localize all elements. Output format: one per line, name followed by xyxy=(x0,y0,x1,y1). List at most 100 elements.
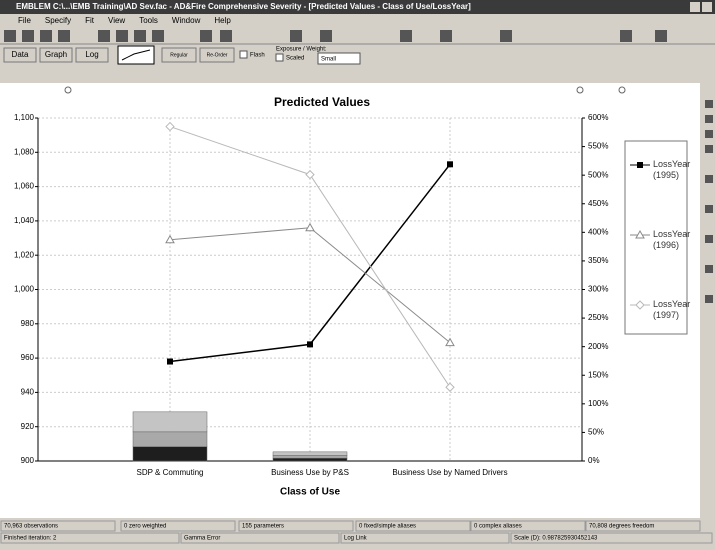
menu-item[interactable]: Window xyxy=(172,16,201,25)
toolbar-icons xyxy=(4,30,667,42)
marker xyxy=(445,382,455,392)
dropdown[interactable] xyxy=(317,52,361,65)
y2-tick-label: 150% xyxy=(588,370,608,379)
menu-bar xyxy=(0,14,715,28)
x-tick-label: Business Use by Named Drivers xyxy=(392,468,507,477)
y2-tick-label: 400% xyxy=(588,227,608,236)
status-cell xyxy=(120,520,236,532)
y-tick-label: 920 xyxy=(21,422,35,431)
handle[interactable] xyxy=(576,86,584,94)
status-text: 0 fixed/simple aliases xyxy=(359,524,416,530)
minimize-button[interactable] xyxy=(690,2,700,12)
menu-item[interactable]: Fit xyxy=(85,16,95,25)
y-tick-label: 1,100 xyxy=(14,113,35,122)
checkbox-label: Scaled xyxy=(286,56,304,62)
handle[interactable] xyxy=(64,86,72,94)
y-tick-label: 980 xyxy=(21,319,35,328)
y2-tick-label: 300% xyxy=(588,285,608,294)
status-cell xyxy=(585,520,701,532)
marker xyxy=(307,341,313,348)
y-tick-label: 1,000 xyxy=(14,285,35,294)
marker xyxy=(167,358,173,365)
x-axis-label: Class of Use xyxy=(280,487,340,498)
handle[interactable] xyxy=(618,86,626,94)
y-tick-label: 1,080 xyxy=(14,147,35,156)
status-text: Gamma Error xyxy=(184,536,220,542)
marker xyxy=(165,234,175,244)
legend-entry: LossYear (1996) xyxy=(653,229,691,250)
menu-item[interactable]: View xyxy=(108,16,125,25)
status-cell xyxy=(355,520,471,532)
window-title: EMBLEM C:\...\EMB Training\AD Sev.fac - … xyxy=(16,2,471,11)
y-tick-label: 1,060 xyxy=(14,182,35,191)
status-bar xyxy=(0,519,715,545)
title-bar xyxy=(0,0,715,14)
exposure-bar xyxy=(132,411,208,433)
status-cell xyxy=(0,532,180,544)
legend-label: LossYear (1997) xyxy=(653,299,691,320)
button-label: Data xyxy=(12,50,29,59)
button-label: Log xyxy=(85,50,98,59)
legend-label: LossYear (1995) xyxy=(653,159,691,180)
marker xyxy=(305,222,315,232)
menu-item[interactable]: File xyxy=(18,16,31,25)
dropdown-value: Small xyxy=(321,57,336,63)
marker xyxy=(637,162,643,168)
status-text: 155 parameters xyxy=(242,524,284,530)
marker xyxy=(447,161,453,168)
button-label: Graph xyxy=(45,50,67,59)
y2-tick-label: 500% xyxy=(588,170,608,179)
marker xyxy=(445,337,455,347)
checkbox[interactable] xyxy=(275,53,284,62)
y2-tick-label: 100% xyxy=(588,399,608,408)
status-text: 70,963 observations xyxy=(4,524,58,530)
status-text: Log Link xyxy=(344,536,368,542)
y2-tick-label: 0% xyxy=(588,456,600,465)
y2-tick-label: 450% xyxy=(588,199,608,208)
graph-style-button[interactable] xyxy=(117,45,155,65)
button-label: Re-Order xyxy=(207,52,228,58)
exposure-bar xyxy=(132,446,208,462)
legend-label: LossYear (1996) xyxy=(653,229,691,250)
y-tick-label: 960 xyxy=(21,353,35,362)
y2-tick-label: 350% xyxy=(588,256,608,265)
exposure-bar xyxy=(132,431,208,447)
menu-item[interactable]: Help xyxy=(214,16,231,25)
marker xyxy=(305,169,315,180)
exposure-bar xyxy=(272,451,348,456)
x-tick-label: SDP & Commuting xyxy=(137,468,204,477)
button[interactable] xyxy=(199,47,235,63)
status-cell xyxy=(0,520,116,532)
x-tick-label: Business Use by P&S xyxy=(271,468,349,477)
status-text: 70,808 degrees freedom xyxy=(589,524,654,530)
button[interactable] xyxy=(75,47,109,63)
graph-style-icon xyxy=(121,49,151,61)
group-label: Exposure / Weight: xyxy=(276,47,327,53)
y2-tick-label: 50% xyxy=(588,428,604,437)
status-cell xyxy=(180,532,340,544)
y-tick-label: 900 xyxy=(21,456,35,465)
button[interactable] xyxy=(3,47,37,63)
y-tick-label: 1,040 xyxy=(14,216,35,225)
checkbox-label: Flash xyxy=(250,53,265,59)
menu-item[interactable]: Specify xyxy=(45,16,71,25)
legend xyxy=(624,140,688,335)
chart-title: Predicted Values xyxy=(274,95,370,109)
status-text: 0 zero weighted xyxy=(124,524,166,530)
button-label: Regular xyxy=(170,52,188,58)
status-text: 0 complex aliases xyxy=(474,524,522,530)
button[interactable] xyxy=(39,47,73,63)
exposure-bar xyxy=(272,457,348,462)
legend-entry: LossYear (1995) xyxy=(653,159,691,180)
y-tick-label: 940 xyxy=(21,388,35,397)
status-cell xyxy=(238,520,354,532)
y2-tick-label: 550% xyxy=(588,142,608,151)
close-button[interactable] xyxy=(702,2,712,12)
marker xyxy=(635,300,645,310)
button[interactable] xyxy=(161,47,197,63)
status-text: Scale (D): 0.987825930452143 xyxy=(514,536,598,542)
y-tick-label: 1,020 xyxy=(14,250,35,259)
checkbox[interactable] xyxy=(239,50,248,59)
menu-item[interactable]: Tools xyxy=(139,16,158,25)
